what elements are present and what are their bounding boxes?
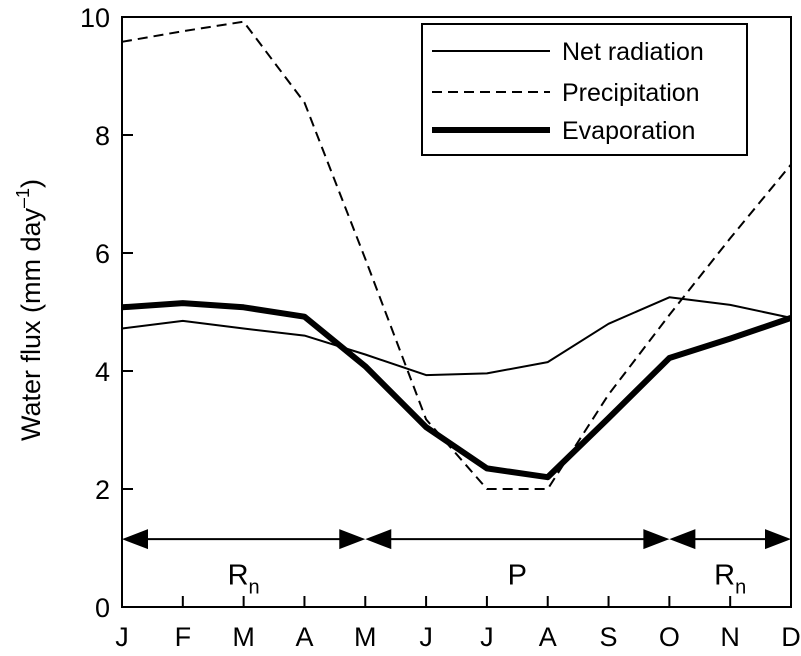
legend-label-evaporation: Evaporation: [562, 117, 695, 145]
x-tick-label-1: F: [175, 622, 192, 652]
period-label-main-2: R: [714, 560, 735, 592]
period-arrowhead-right-0: [339, 529, 366, 550]
x-tick-label-11: D: [781, 622, 801, 652]
y-tick-label-2: 4: [95, 357, 110, 387]
y-axis-title-main: Water flux (mm day: [16, 208, 46, 442]
x-tick-label-2: M: [232, 622, 255, 652]
period-label-subscript-0: n: [249, 577, 260, 599]
period-label-main-0: R: [228, 560, 249, 592]
period-label-1: P: [508, 560, 527, 592]
x-tick-label-4: M: [354, 622, 377, 652]
period-arrowhead-left-1: [365, 529, 392, 550]
plot-frame: [121, 16, 792, 608]
x-tick-label-10: N: [720, 622, 740, 652]
x-tick-label-3: A: [295, 622, 313, 652]
y-axis-title: Water flux (mm day–1): [13, 179, 46, 441]
x-tick-label-0: J: [115, 622, 129, 652]
series-line-precipitation: [121, 20, 792, 490]
series-line-net-radiation: [121, 296, 792, 377]
x-tick-label-9: O: [659, 622, 680, 652]
y-tick-label-3: 6: [95, 239, 110, 269]
y-tick-label-1: 2: [95, 475, 110, 505]
period-label-subscript-2: n: [735, 577, 746, 599]
y-axis-title-close: ): [16, 179, 46, 188]
period-arrowhead-right-2: [765, 529, 791, 550]
legend-box: [421, 23, 748, 156]
y-tick-label-0: 0: [95, 593, 110, 623]
series-layer: [121, 20, 792, 490]
y-axis-ticks: 0 2 4 6 8 10: [80, 3, 133, 623]
legend-label-precipitation: Precipitation: [562, 79, 700, 107]
period-label-0: Rn: [228, 560, 260, 599]
y-axis-title-exponent: –1: [13, 188, 33, 208]
period-arrowhead-left-2: [669, 529, 696, 550]
period-arrowhead-right-1: [643, 529, 670, 550]
period-label-main-1: P: [508, 560, 527, 592]
period-arrowhead-left-0: [122, 529, 148, 550]
legend-label-net-radiation: Net radiation: [562, 38, 704, 66]
series-line-evaporation: [121, 300, 792, 481]
x-tick-label-5: J: [419, 622, 433, 652]
x-tick-label-8: S: [600, 622, 618, 652]
period-label-2: Rn: [714, 560, 746, 599]
x-tick-label-7: A: [539, 622, 557, 652]
period-arrows: Rn P Rn: [122, 529, 791, 599]
x-tick-label-6: J: [480, 622, 494, 652]
y-tick-label-4: 8: [95, 121, 110, 151]
y-tick-label-5: 10: [80, 3, 110, 33]
legend: Net radiation Precipitation Evaporation: [421, 23, 748, 156]
